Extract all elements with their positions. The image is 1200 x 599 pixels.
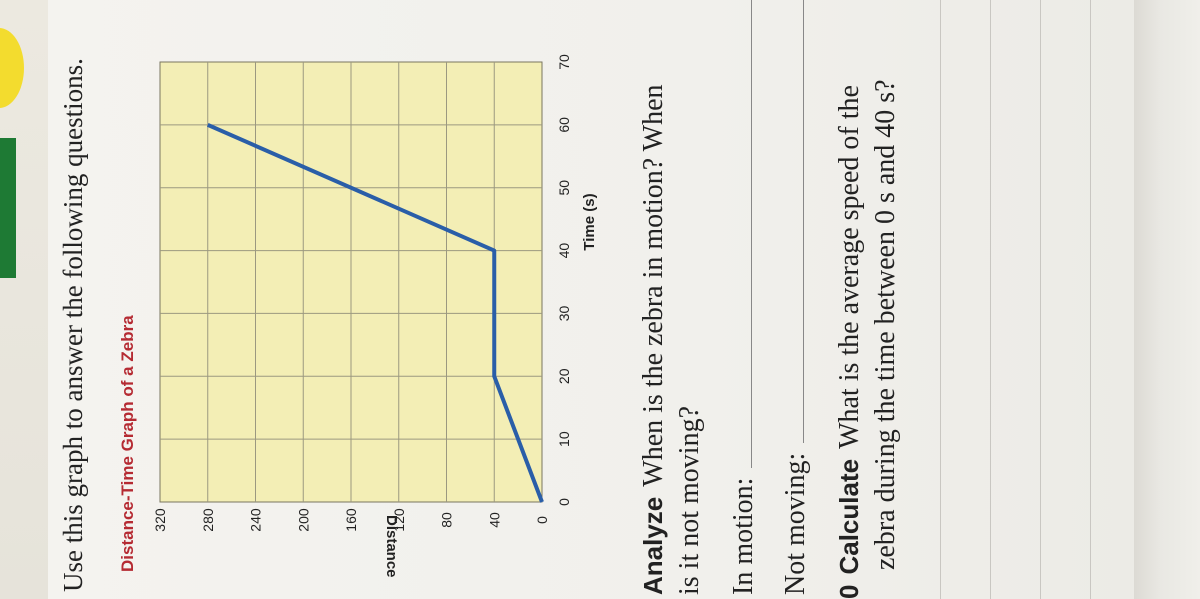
y-tick-label: 120 [391, 508, 407, 532]
y-tick-label: 40 [486, 512, 502, 528]
ruled-line [1040, 0, 1041, 599]
x-tick-label: 60 [556, 117, 572, 133]
answer-not-moving-label: Not moving: [780, 452, 811, 595]
instruction-text: Use this graph to answer the following q… [58, 58, 88, 592]
green-tab [0, 138, 16, 278]
ruled-line [990, 0, 991, 599]
data-line [206, 123, 544, 503]
question-analyze: Analyze When is the zebra in motion? When [638, 84, 669, 595]
answer-in-motion-label: In motion: [728, 477, 759, 595]
question-label: Calculate [834, 458, 864, 575]
y-tick-label: 0 [534, 516, 550, 524]
y-tick-label: 80 [439, 512, 455, 528]
x-tick-label: 20 [556, 368, 572, 384]
question-calculate-line2: zebra during the time between 0 s and 40… [870, 79, 901, 570]
page-edge [1134, 0, 1200, 599]
x-tick-label: 10 [556, 431, 572, 447]
answer-in-motion-line[interactable] [751, 0, 752, 468]
x-tick-label: 40 [556, 243, 572, 259]
x-tick-label: 30 [556, 305, 572, 321]
x-tick-label: 70 [556, 54, 572, 70]
question-calculate: 0 Calculate What is the average speed of t… [834, 85, 865, 599]
ruled-line [940, 0, 941, 599]
answer-in-motion[interactable]: In motion: [728, 0, 759, 595]
question-text: When is the zebra in motion? When [638, 84, 669, 487]
question-text: What is the average speed of the [834, 85, 865, 449]
answer-not-moving-line[interactable] [803, 0, 804, 443]
question-analyze-line2: is it not moving? [674, 406, 705, 595]
x-tick-label: 50 [556, 180, 572, 196]
ruled-line [1090, 0, 1091, 599]
x-tick-label: 0 [556, 498, 572, 506]
y-tick-label: 200 [295, 508, 311, 532]
y-tick-label: 240 [248, 508, 264, 532]
y-tick-label: 160 [343, 508, 359, 532]
question-number: 0 [834, 584, 864, 599]
answer-not-moving[interactable]: Not moving: [780, 0, 811, 595]
distance-time-chart: 0 10 20 30 40 50 60 70 0 40 80 120 160 200 240 280 320 Ti… [152, 54, 598, 580]
question-label: Analyze [638, 496, 668, 595]
x-axis-title: Time (s) [581, 193, 598, 250]
y-axis-title: Distance (m) [383, 515, 400, 580]
y-tick-label: 320 [152, 508, 168, 532]
y-tick-label: 280 [200, 508, 216, 532]
